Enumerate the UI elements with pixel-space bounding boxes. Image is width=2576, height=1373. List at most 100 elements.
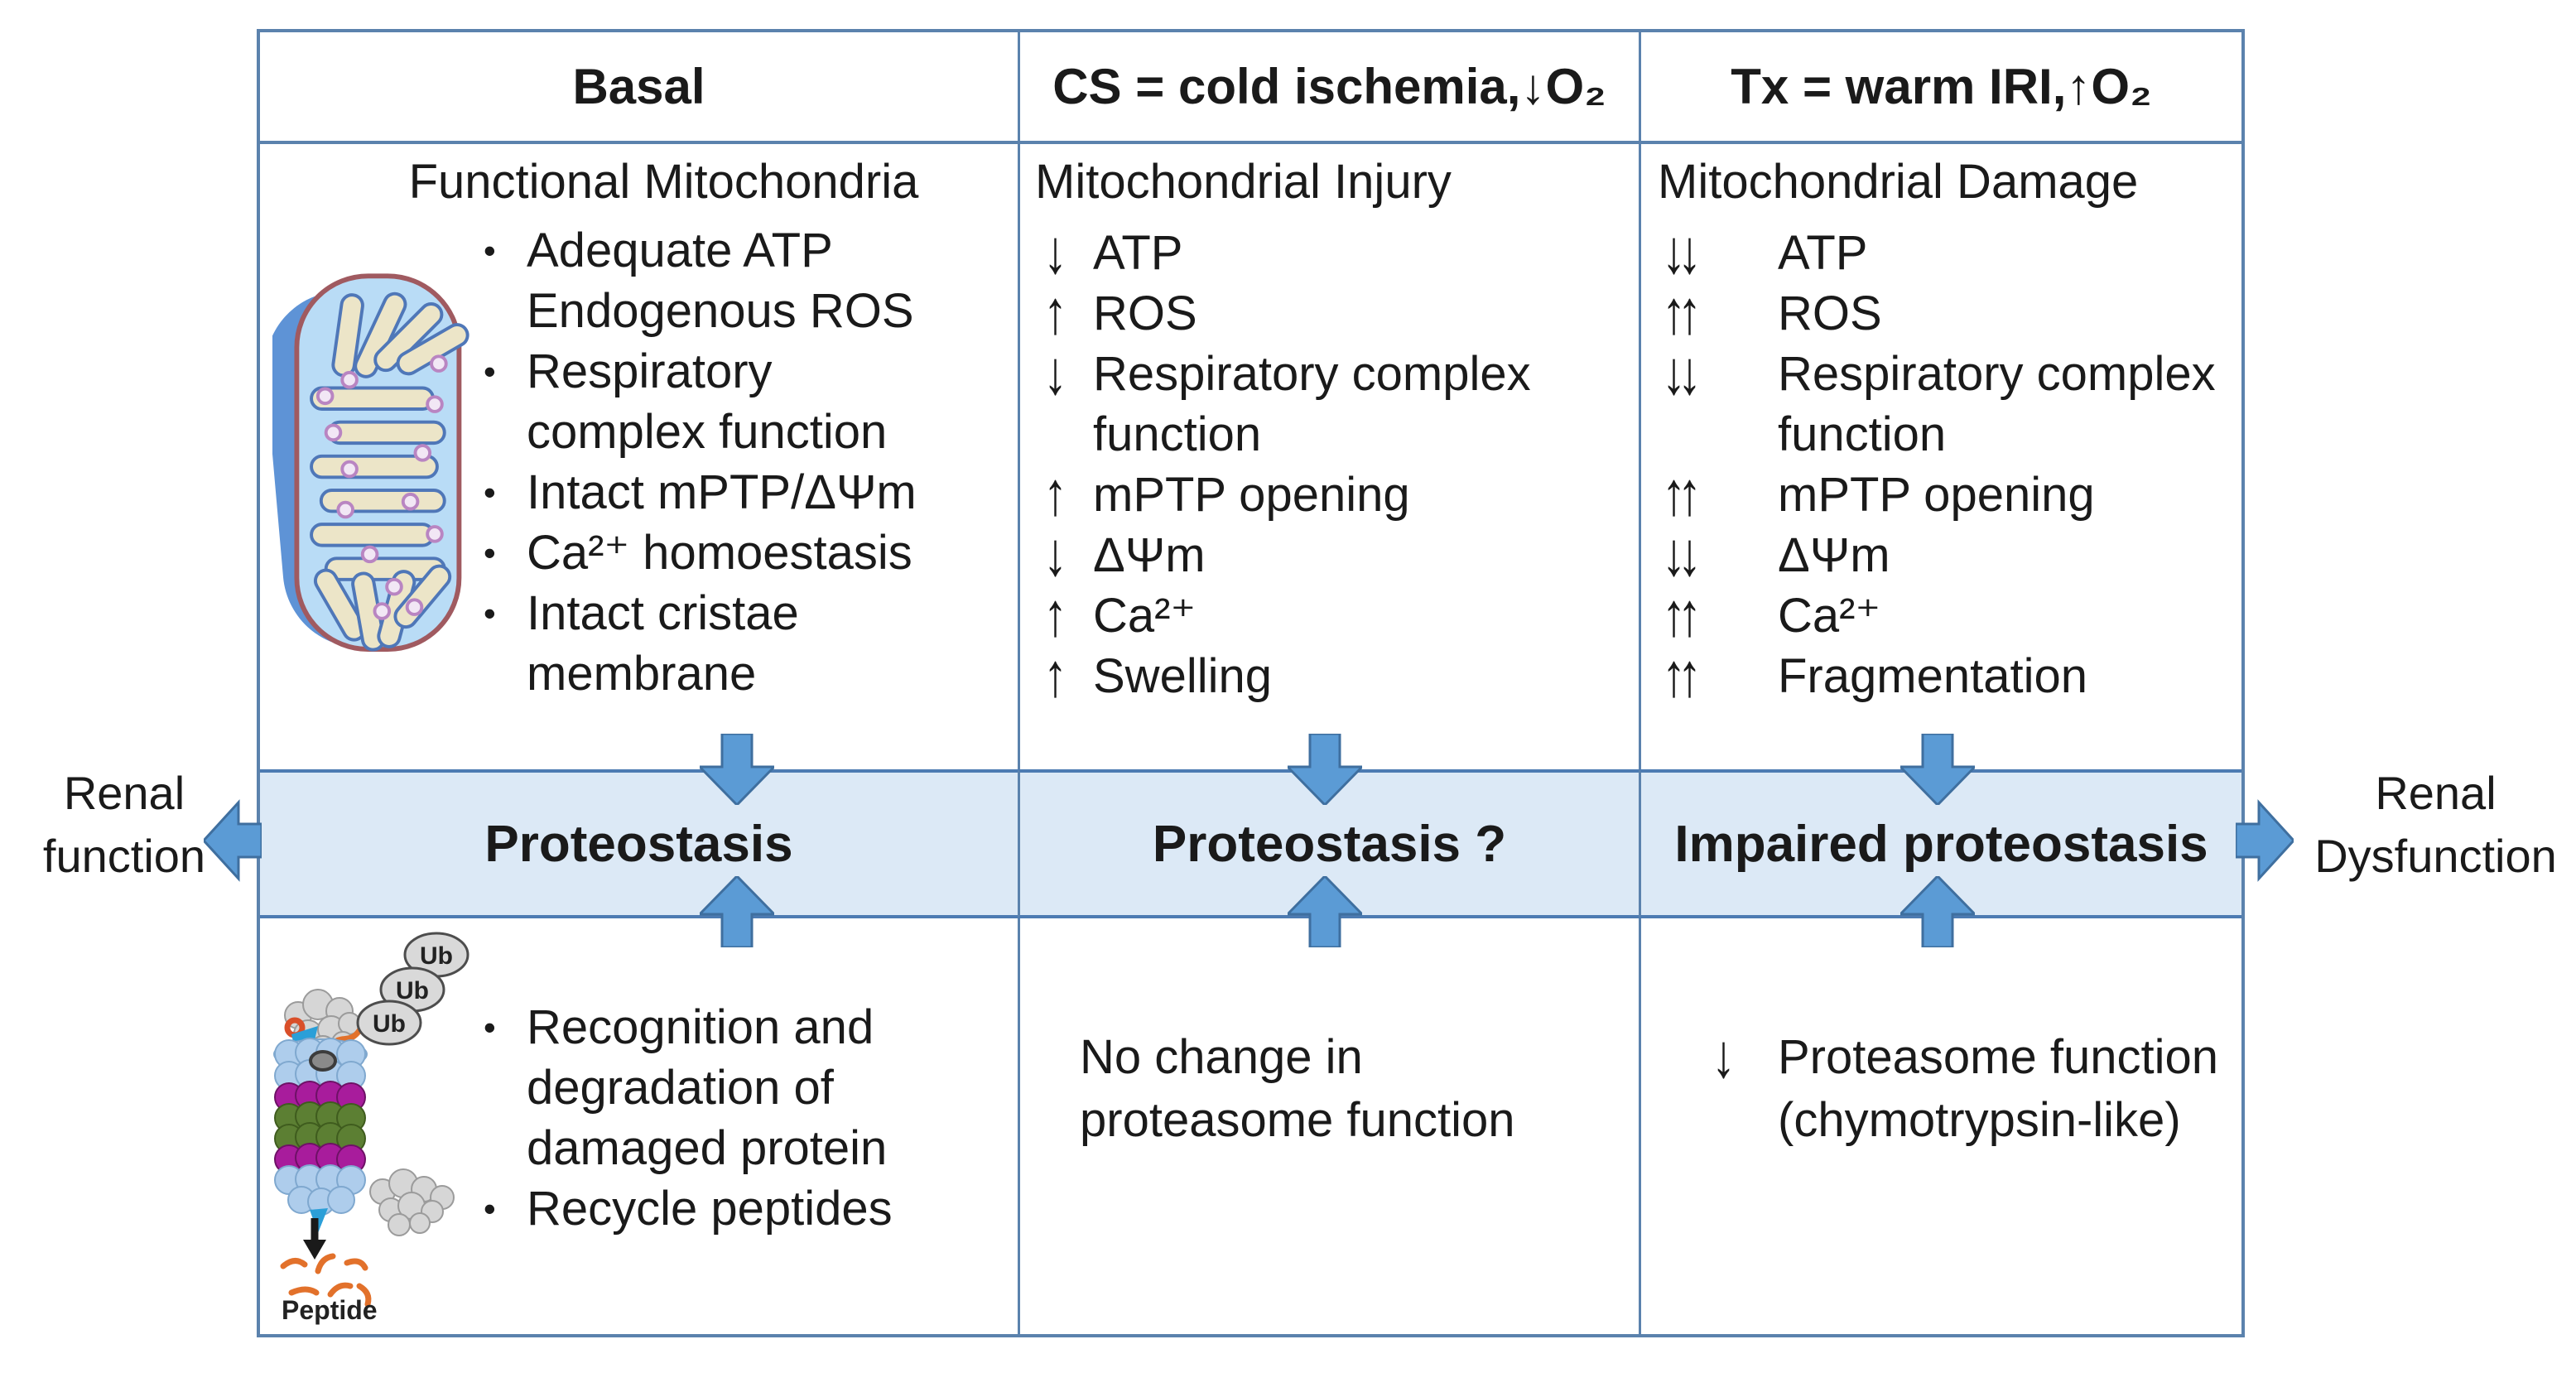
ubiquitin-molecules: Ub Ub Ub (356, 932, 469, 1046)
list-item: • Recycle peptides (484, 1178, 893, 1239)
list-line: degradation of (527, 1061, 834, 1115)
up-arrow-glyph: ↑ (1043, 640, 1067, 711)
bullet-icon: • (484, 1008, 496, 1047)
down-block-arrow-tx (1900, 734, 1975, 805)
tx-proteasome-cell: ↓ Proteasome function (chymotrypsin-like… (1639, 918, 2241, 1334)
renal-dysfunction-line1: Renal (2375, 767, 2497, 819)
cyan-exit (310, 1208, 328, 1233)
list-line: Respiratory complex (1093, 347, 1531, 401)
tx-mitochondria-title: Mitochondrial Damage (1658, 155, 2139, 209)
cs-mitochondria-cell: Mitochondrial Injury ↓ ATP ↑ ROS ↓ Respirat… (1018, 144, 1639, 769)
basal-proteasome-cell: Ub Ub Ub (260, 918, 1018, 1334)
right-block-arrow-renal-dysfunction (2236, 799, 2294, 882)
list-item: • Adequate ATP Endogenous ROS (484, 220, 917, 341)
list-line: Respiratory (527, 344, 773, 398)
header-transplant: Tx = warm IRI,↑O₂ (1639, 32, 2241, 144)
mito-granules (315, 354, 448, 620)
list-line: proteasome function (1080, 1093, 1515, 1147)
down-arrow-glyph: ↓ (1043, 338, 1067, 408)
down-arrow-glyph: ↓ (1712, 1021, 1736, 1091)
up-arrow-glyph: ↑ (1043, 580, 1067, 650)
basal-mitochondria-title: Functional Mitochondria (408, 155, 919, 209)
ub-label: Ub (420, 942, 453, 970)
list-line: mPTP opening (1778, 468, 2095, 522)
bullet-icon: • (484, 594, 496, 633)
list-line: ROS (1778, 287, 1882, 340)
up-block-arrow-cs (1288, 876, 1362, 947)
cs-proteasome-text: No change in proteasome function (1080, 1026, 1515, 1152)
list-item: • Intact cristae membrane (484, 583, 917, 704)
barrel-pore (309, 1050, 337, 1072)
cs-mitochondria-title: Mitochondrial Injury (1035, 155, 1452, 209)
list-line: Endogenous ROS (527, 284, 914, 338)
list-line: Ca²⁺ (1093, 589, 1197, 643)
list-line: Recycle peptides (527, 1182, 893, 1236)
list-line: mPTP opening (1093, 468, 1410, 522)
up-arrow-glyph: ↑ (1043, 277, 1067, 348)
list-line: No change in (1080, 1030, 1363, 1084)
bullet-icon: • (484, 231, 496, 270)
list-line: Swelling (1093, 649, 1272, 703)
release-arrow-icon (303, 1218, 326, 1260)
left-block-arrow-renal-function (204, 799, 262, 882)
list-line: ROS (1093, 287, 1197, 340)
list-line: membrane (527, 647, 757, 701)
bullet-icon: • (484, 1189, 496, 1228)
cs-change-list: ↓ ATP ↑ ROS ↓ Respiratory complex function ↑… (1043, 218, 1531, 710)
ub-label: Ub (396, 977, 429, 1004)
double-up-arrow-glyph: ↑↑ (1662, 640, 1702, 711)
tx-mitochondria-cell: Mitochondrial Damage ↓↓ ATP ↑↑ ROS ↓↓ Respi… (1639, 144, 2241, 769)
list-line: Recognition and (527, 1000, 874, 1054)
list-line: Adequate ATP (527, 224, 833, 277)
up-block-arrow-basal (700, 876, 774, 947)
bullet-icon: • (484, 352, 496, 391)
list-line: (chymotrypsin-like) (1778, 1093, 2181, 1147)
list-line: Ca²⁺ (1778, 589, 1881, 643)
list-item: • Intact mPTP/ΔΨm (484, 462, 917, 523)
mitochondrion-illustration (272, 273, 469, 652)
list-line: Intact mPTP/ΔΨm (527, 465, 917, 519)
list-line: Respiratory complex (1778, 347, 2216, 401)
up-block-arrow-tx (1900, 876, 1975, 947)
basal-proteasome-list: • Recognition and degradation of damaged… (484, 997, 893, 1239)
list-line: Ca²⁺ homoestasis (527, 526, 912, 580)
basal-feature-list: • Adequate ATP Endogenous ROS • Respirat… (484, 220, 917, 704)
list-line: Intact cristae (527, 586, 799, 640)
peptide-fragments (280, 1253, 372, 1308)
ub-label: Ub (373, 1010, 406, 1038)
cs-proteasome-cell: No change in proteasome function (1018, 918, 1639, 1334)
header-cold-storage: CS = cold ischemia,↓O₂ (1018, 32, 1639, 144)
peptide-label: Peptide (282, 1295, 378, 1325)
up-arrow-glyph: ↑ (1043, 459, 1067, 529)
basal-mitochondria-cell: Functional Mitochondria (260, 144, 1018, 769)
list-line: function (1778, 407, 1947, 461)
band-proteostasis-basal: Proteostasis (260, 769, 1018, 918)
down-arrow-glyph: ↓ (1043, 519, 1067, 590)
list-line: damaged protein (527, 1121, 888, 1175)
list-line: ATP (1778, 226, 1868, 280)
list-line: complex function (527, 405, 888, 459)
renal-function-line1: Renal (63, 767, 185, 819)
down-block-arrow-basal (700, 734, 774, 805)
list-line: ΔΨm (1778, 528, 1890, 582)
renal-function-line2: function (42, 830, 206, 882)
renal-function-label: Renal function (0, 762, 248, 888)
renal-dysfunction-line2: Dysfunction (2314, 830, 2557, 882)
down-block-arrow-cs (1288, 734, 1362, 805)
list-item: • Respiratory complex function (484, 341, 917, 462)
down-arrow-glyph: ↓ (1043, 217, 1067, 287)
list-item: • Ca²⁺ homoestasis (484, 523, 917, 583)
tx-change-list: ↓↓ ATP ↑↑ ROS ↓↓ Respiratory complex functio… (1662, 218, 2216, 710)
proteasome-barrel (273, 1038, 368, 1233)
renal-dysfunction-label: Renal Dysfunction (2295, 762, 2576, 888)
list-line: ΔΨm (1093, 528, 1206, 582)
tx-proteasome-text: ↓ Proteasome function (chymotrypsin-like… (1712, 1022, 2218, 1152)
list-line: ATP (1093, 226, 1183, 280)
list-line: Fragmentation (1778, 649, 2087, 703)
degraded-protein-blob (369, 1168, 455, 1236)
comparison-table: Basal CS = cold ischemia,↓O₂ Tx = warm I… (257, 29, 2245, 1337)
bullet-icon: • (484, 533, 496, 572)
list-line: function (1093, 407, 1262, 461)
double-down-arrow-glyph: ↓↓ (1662, 338, 1702, 408)
